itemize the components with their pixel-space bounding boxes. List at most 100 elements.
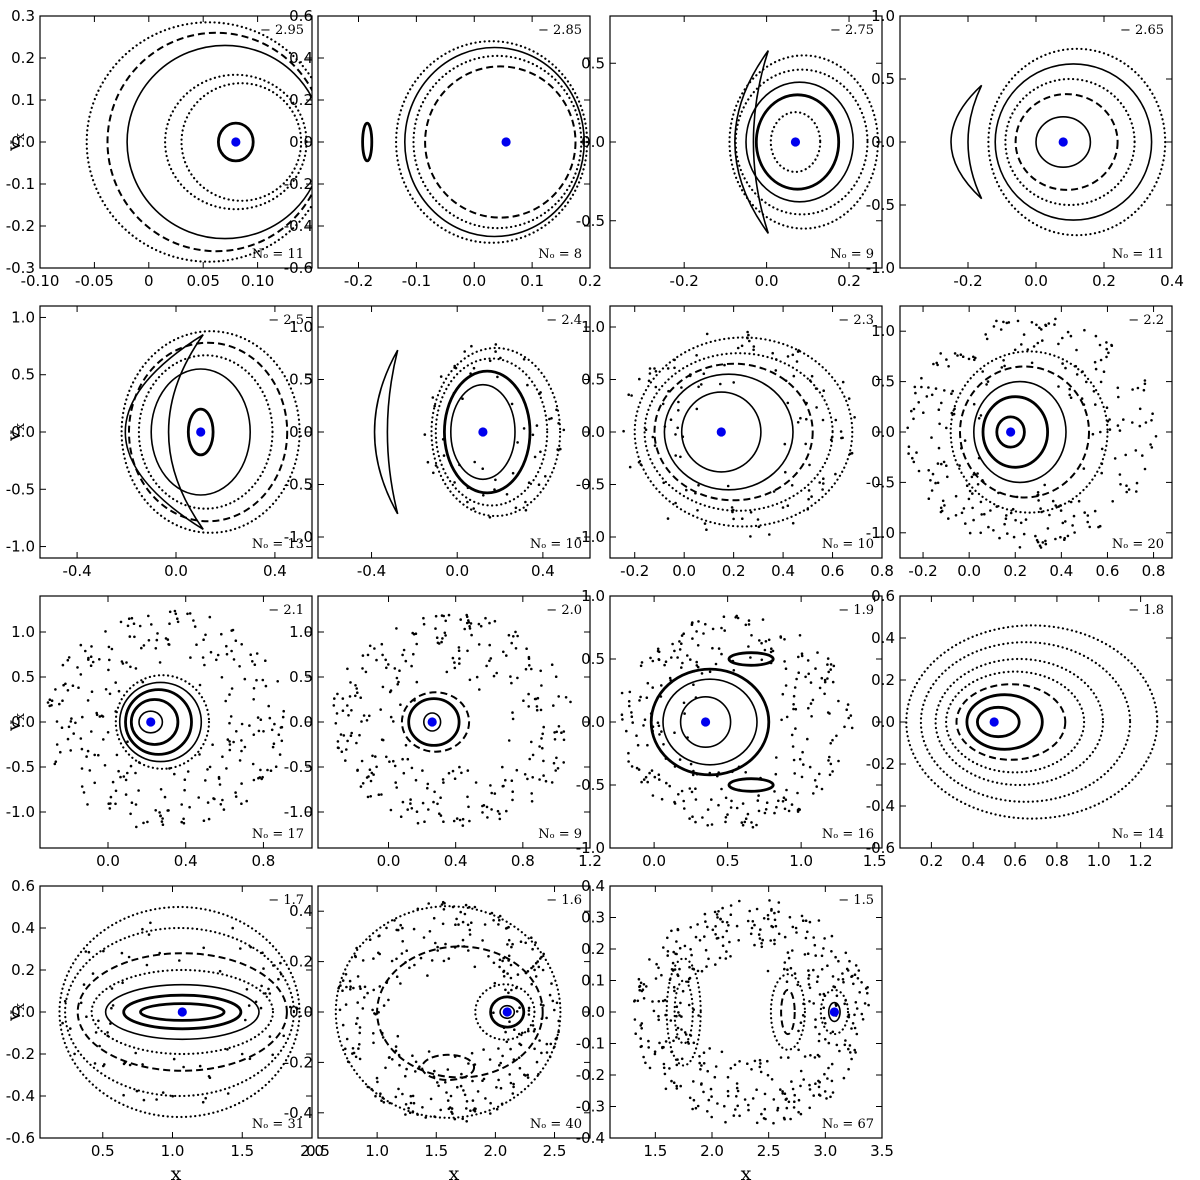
chaos-point — [1068, 393, 1071, 397]
chaos-point — [777, 799, 780, 803]
chaos-point — [381, 685, 385, 689]
chaos-point — [562, 738, 566, 742]
chaos-point — [149, 921, 152, 925]
plot-area — [373, 343, 566, 519]
chaos-point — [252, 733, 256, 736]
chaos-point — [527, 705, 530, 708]
chaos-point — [932, 362, 935, 366]
chaos-point — [361, 959, 365, 962]
chaos-point — [442, 781, 445, 784]
chaos-point — [255, 678, 258, 682]
invariant-curve — [981, 395, 1049, 469]
chaos-point — [815, 406, 818, 409]
chaos-point — [1111, 500, 1114, 503]
chaos-point — [72, 732, 75, 735]
orbit-count-label: Nₒ = 17 — [252, 827, 304, 842]
chaos-point — [221, 755, 224, 758]
invariant-curve — [643, 352, 834, 512]
x-tick-label: 0.5 — [91, 1142, 115, 1160]
chaos-point — [704, 622, 707, 626]
chaos-point — [554, 769, 557, 772]
chaos-point — [800, 775, 804, 779]
chaos-point — [676, 656, 679, 659]
chaos-point — [854, 1051, 857, 1054]
chaos-point — [651, 1000, 654, 1003]
chaos-point — [675, 1084, 678, 1088]
y-tick-label: 0.5 — [289, 668, 313, 686]
energy-label: − 2.2 — [1128, 313, 1164, 328]
y-tick-label: -0.3 — [576, 1098, 605, 1116]
chaos-point — [341, 709, 345, 712]
y-axis-label: vx — [3, 132, 28, 152]
chaos-point — [345, 1037, 349, 1041]
chaos-point — [1066, 534, 1070, 538]
axes-frame — [39, 885, 313, 1139]
chaos-point — [793, 1093, 796, 1097]
chaos-point — [673, 649, 676, 653]
chaos-point — [77, 686, 80, 689]
chaos-point — [785, 1106, 789, 1110]
chaos-point — [802, 1078, 805, 1081]
chaos-point — [534, 941, 537, 944]
chaos-point — [922, 411, 925, 415]
chaos-point — [506, 943, 509, 946]
chaos-point — [708, 670, 712, 674]
chaos-point — [827, 759, 830, 762]
chaos-point — [511, 711, 514, 714]
chaos-point — [827, 1041, 831, 1045]
chaos-point — [202, 946, 205, 950]
chaos-point — [842, 980, 845, 984]
chaos-point — [82, 983, 86, 986]
chaos-point — [207, 1075, 211, 1078]
chaos-point — [360, 720, 363, 723]
chaos-point — [522, 358, 526, 361]
chaos-point — [783, 1092, 787, 1095]
chaos-point — [995, 319, 998, 323]
chaos-point — [662, 1062, 666, 1066]
chaos-point — [729, 1067, 733, 1070]
chaos-point — [628, 690, 632, 694]
chaos-point — [746, 1062, 749, 1065]
axes-frame — [317, 305, 591, 559]
chaos-point — [853, 1048, 856, 1052]
chaos-point — [668, 1067, 671, 1070]
chaos-point — [460, 1072, 463, 1076]
chaos-point — [675, 1087, 679, 1090]
chaos-point — [492, 1011, 495, 1014]
chaos-point — [159, 814, 162, 817]
chaos-point — [682, 701, 686, 705]
orbit-count-label: Nₒ = 67 — [822, 1117, 874, 1132]
chaos-point — [1048, 513, 1051, 517]
chaos-point — [705, 332, 709, 336]
chaos-point — [468, 625, 471, 628]
chaos-point — [441, 778, 445, 781]
invariant-curve — [728, 54, 879, 230]
chaos-point — [468, 819, 471, 823]
chaos-point — [261, 678, 265, 682]
chaos-point — [273, 722, 276, 726]
chaos-point — [989, 509, 992, 512]
chaos-point — [276, 680, 280, 683]
chaos-point — [672, 1081, 676, 1084]
chaos-point — [714, 925, 717, 928]
chaos-point — [447, 1107, 451, 1111]
chaos-point — [156, 632, 159, 635]
chaos-point — [499, 1061, 503, 1065]
orbit-count-label: Nₒ = 9 — [830, 247, 874, 262]
chaos-point — [359, 987, 362, 990]
chaos-point — [700, 969, 704, 973]
chaos-point — [454, 923, 457, 926]
chaos-point — [828, 712, 831, 715]
chaos-point — [69, 1027, 72, 1030]
chaos-point — [669, 418, 673, 422]
chaos-point — [501, 765, 504, 769]
chaos-point — [117, 769, 120, 773]
chaos-point — [259, 1006, 263, 1010]
x-tick-label: 2.5 — [757, 1142, 781, 1160]
chaos-point — [526, 1076, 530, 1079]
chaos-point — [791, 949, 794, 952]
chaos-point — [927, 386, 930, 389]
chaos-point — [1037, 499, 1040, 502]
chaos-point — [505, 493, 509, 496]
chaos-point — [359, 785, 363, 788]
